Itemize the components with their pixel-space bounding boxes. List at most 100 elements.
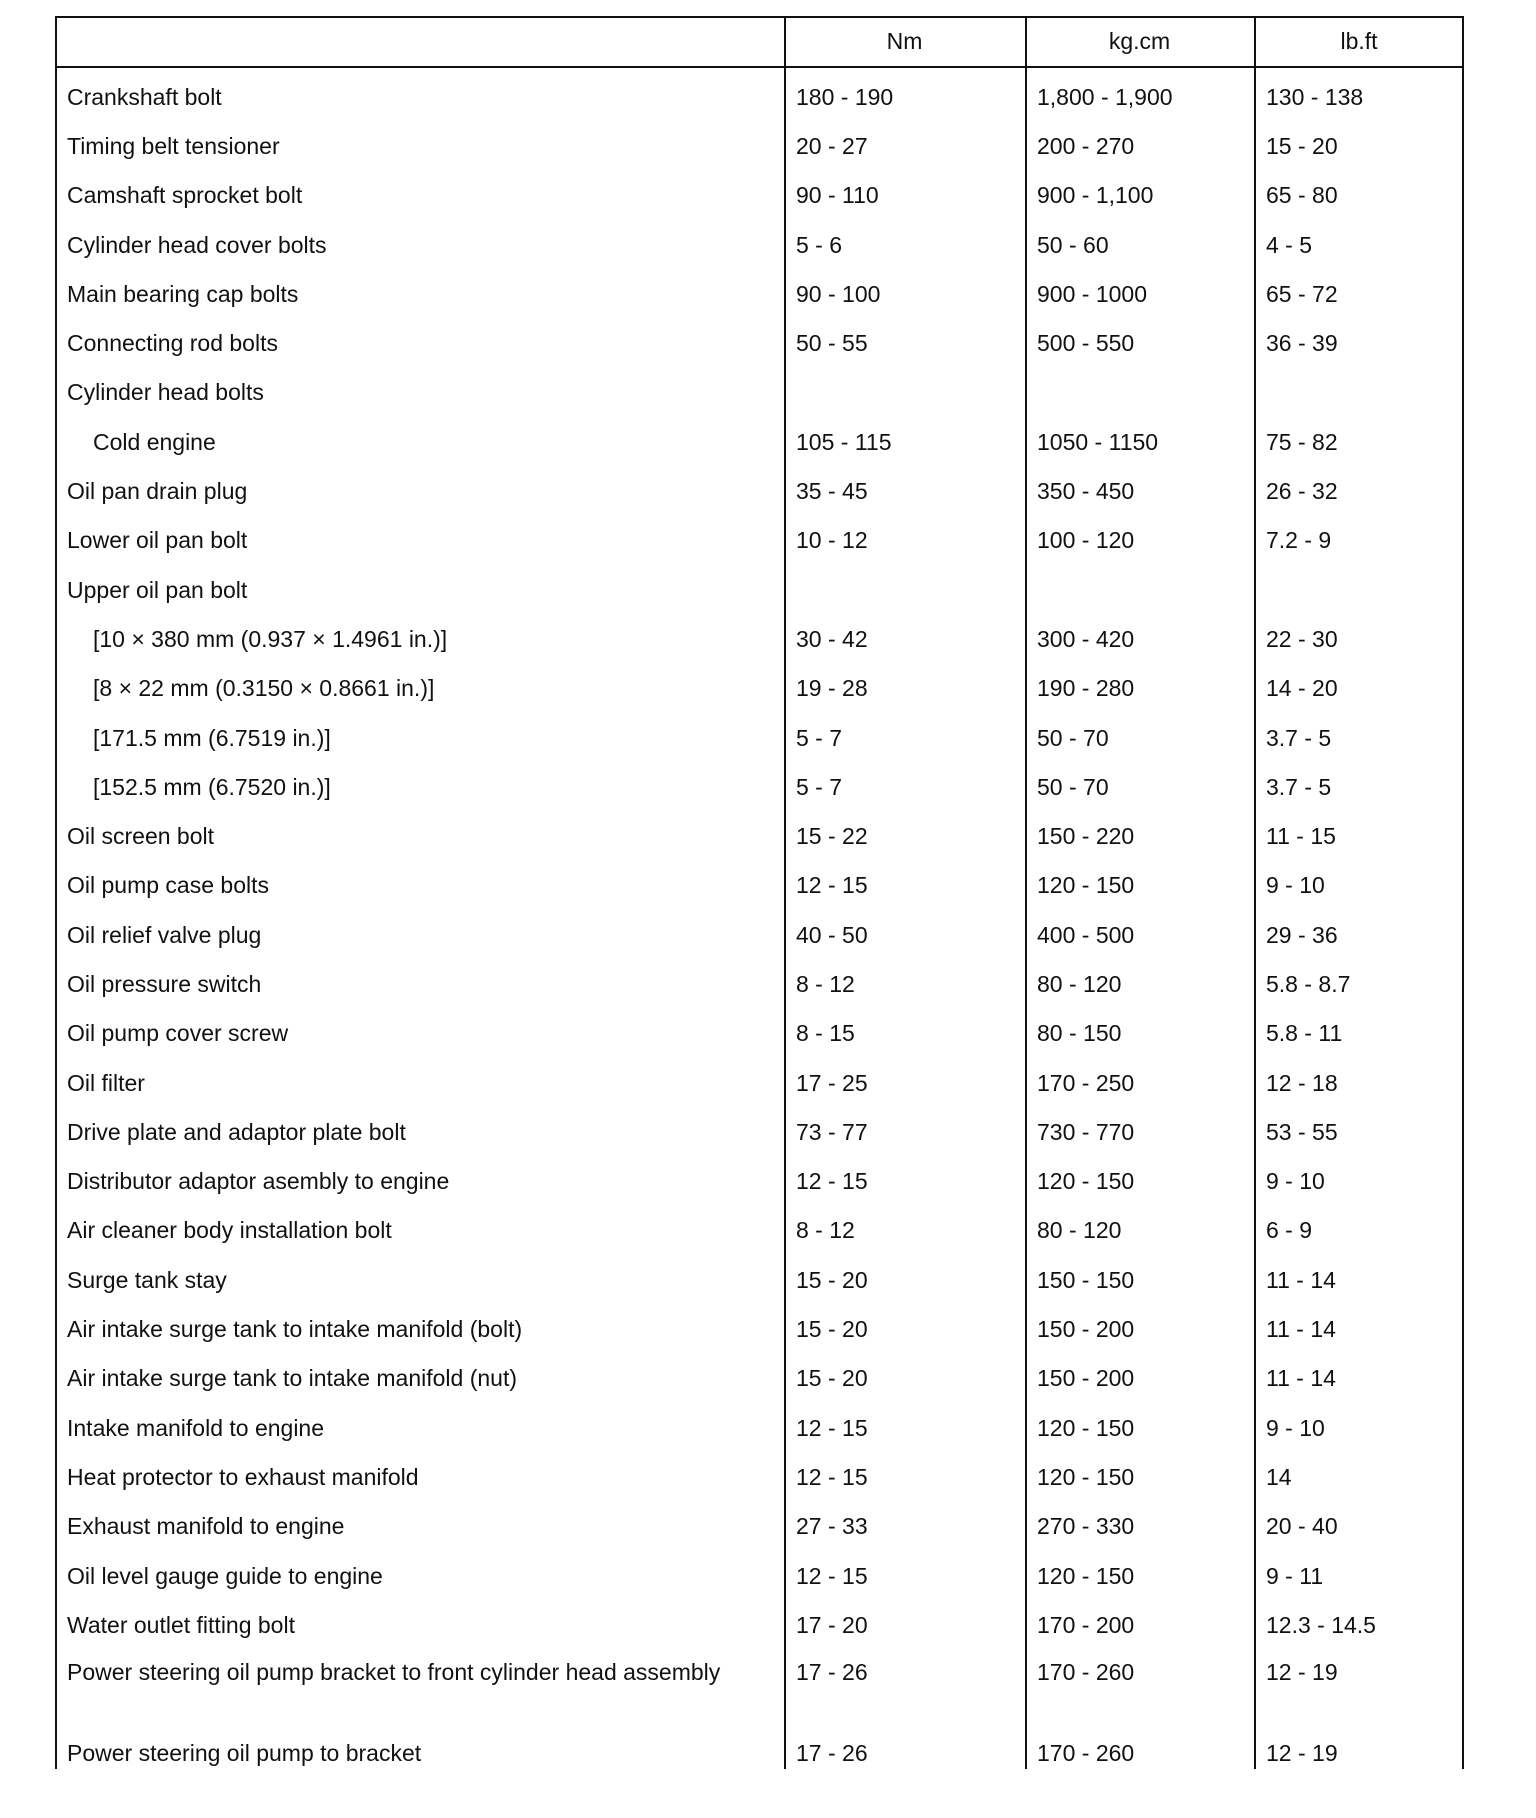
lbft-cell: 12 - 19 xyxy=(1266,1658,1338,1685)
item-cell: Drive plate and adaptor plate bolt xyxy=(67,1118,406,1145)
kgcm-cell: 50 - 70 xyxy=(1037,724,1109,751)
lbft-cell: 11 - 15 xyxy=(1266,823,1336,850)
lbft-cell: 75 - 82 xyxy=(1266,428,1338,455)
lbft-cell: 11 - 14 xyxy=(1266,1266,1336,1293)
nm-cell: 12 - 15 xyxy=(796,1414,868,1441)
lbft-cell: 130 - 138 xyxy=(1266,83,1364,110)
kgcm-cell: 270 - 330 xyxy=(1037,1513,1135,1540)
item-cell: Air cleaner body installation bolt xyxy=(67,1217,392,1244)
nm-cell: 20 - 27 xyxy=(796,132,868,159)
lbft-cell: 20 - 40 xyxy=(1266,1513,1338,1540)
kgcm-cell: 170 - 200 xyxy=(1037,1611,1135,1638)
item-cell: [8 × 22 mm (0.3150 × 0.8661 in.)] xyxy=(93,675,435,702)
item-cell: Upper oil pan bolt xyxy=(67,576,248,603)
item-cell: Oil pressure switch xyxy=(67,970,262,997)
nm-cell: 30 - 42 xyxy=(796,625,868,652)
item-cell: Oil level gauge guide to engine xyxy=(67,1562,383,1589)
item-cell: Lower oil pan bolt xyxy=(67,527,248,554)
nm-cell: 180 - 190 xyxy=(796,83,894,110)
table-row: Oil relief valve plug 40 - 50 400 - 500 29 … xyxy=(55,910,1464,959)
nm-cell: 90 - 110 xyxy=(796,182,879,209)
item-cell: Distributor adaptor asembly to engine xyxy=(67,1168,450,1195)
nm-cell: 12 - 15 xyxy=(796,1463,868,1490)
nm-cell: 35 - 45 xyxy=(796,478,868,505)
table-row: Crankshaft bolt 180 - 190 1,800 - 1,900 130… xyxy=(55,66,1464,121)
header-nm: Nm xyxy=(886,27,923,54)
lbft-cell: 5.8 - 8.7 xyxy=(1266,970,1351,997)
table-top-border xyxy=(55,16,1464,18)
nm-cell: 15 - 22 xyxy=(796,823,868,850)
table-row: Water outlet fitting bolt 17 - 20 170 - 20… xyxy=(55,1600,1464,1649)
lbft-cell: 12 - 18 xyxy=(1266,1069,1338,1096)
column-divider xyxy=(1254,16,1256,1769)
kgcm-cell: 730 - 770 xyxy=(1037,1118,1135,1145)
kgcm-cell: 120 - 150 xyxy=(1037,1414,1135,1441)
table-row: Oil pump cover screw 8 - 15 80 - 150 5.8 - … xyxy=(55,1009,1464,1058)
table-row: Air intake surge tank to intake manifold… xyxy=(55,1304,1464,1353)
nm-cell: 19 - 28 xyxy=(796,675,868,702)
nm-cell: 17 - 26 xyxy=(796,1658,868,1685)
kgcm-cell: 120 - 150 xyxy=(1037,1168,1135,1195)
header-row: Nm kg.cm lb.ft xyxy=(55,16,1464,66)
kgcm-cell: 120 - 150 xyxy=(1037,1463,1135,1490)
kgcm-cell: 120 - 150 xyxy=(1037,872,1135,899)
table-row: [171.5 mm (6.7519 in.)] 5 - 7 50 - 70 3.7 -… xyxy=(55,713,1464,762)
item-cell: [152.5 mm (6.7520 in.)] xyxy=(93,773,331,800)
table-row: Oil level gauge guide to engine 12 - 15 12… xyxy=(55,1551,1464,1600)
table-row: Lower oil pan bolt 10 - 12 100 - 120 7.2 - … xyxy=(55,516,1464,565)
item-cell: Heat protector to exhaust manifold xyxy=(67,1463,419,1490)
lbft-cell: 14 - 20 xyxy=(1266,675,1338,702)
column-divider xyxy=(1025,16,1027,1769)
header-kgcm: kg.cm xyxy=(1108,27,1171,54)
kgcm-cell: 200 - 270 xyxy=(1037,132,1135,159)
nm-cell: 8 - 12 xyxy=(796,1217,855,1244)
nm-cell: 8 - 15 xyxy=(796,1020,855,1047)
lbft-cell: 65 - 72 xyxy=(1266,280,1338,307)
nm-cell: 17 - 26 xyxy=(796,1740,868,1767)
kgcm-cell xyxy=(1025,368,1254,417)
kgcm-cell: 100 - 120 xyxy=(1037,527,1135,554)
table-row: Cold engine 105 - 115 1050 - 1150 75 - 82 xyxy=(55,417,1464,466)
nm-cell: 5 - 7 xyxy=(796,773,843,800)
lbft-cell: 9 - 10 xyxy=(1266,1168,1325,1195)
kgcm-cell: 80 - 120 xyxy=(1037,970,1122,997)
nm-cell: 15 - 20 xyxy=(796,1266,868,1293)
lbft-cell: 3.7 - 5 xyxy=(1266,724,1332,751)
kgcm-cell: 1,800 - 1,900 xyxy=(1037,83,1173,110)
nm-cell: 17 - 25 xyxy=(796,1069,868,1096)
item-cell: Main bearing cap bolts xyxy=(67,280,299,307)
table-row: Main bearing cap bolts 90 - 100 900 - 1000… xyxy=(55,269,1464,318)
kgcm-cell: 150 - 200 xyxy=(1037,1365,1135,1392)
kgcm-cell: 150 - 150 xyxy=(1037,1266,1135,1293)
nm-cell: 12 - 15 xyxy=(796,872,868,899)
lbft-cell: 9 - 11 xyxy=(1266,1562,1324,1589)
lbft-cell: 29 - 36 xyxy=(1266,921,1338,948)
item-cell: Crankshaft bolt xyxy=(67,83,222,110)
table-row: Connecting rod bolts 50 - 55 500 - 550 36 -… xyxy=(55,318,1464,367)
table-row: Distributor adaptor asembly to engine 12 … xyxy=(55,1157,1464,1206)
lbft-cell: 12.3 - 14.5 xyxy=(1266,1611,1376,1638)
nm-cell: 73 - 77 xyxy=(796,1118,868,1145)
table-row: [152.5 mm (6.7520 in.)] 5 - 7 50 - 70 3.7 -… xyxy=(55,762,1464,811)
column-divider xyxy=(55,16,57,1769)
item-cell: Cold engine xyxy=(93,428,216,455)
lbft-cell: 4 - 5 xyxy=(1266,231,1313,258)
table-row: Oil pump case bolts 12 - 15 120 - 150 9 - 1… xyxy=(55,861,1464,910)
lbft-cell: 14 xyxy=(1266,1463,1292,1490)
nm-cell: 17 - 20 xyxy=(796,1611,868,1638)
nm-cell: 5 - 7 xyxy=(796,724,843,751)
column-divider xyxy=(784,16,786,1769)
lbft-cell: 65 - 80 xyxy=(1266,182,1338,209)
nm-cell: 15 - 20 xyxy=(796,1316,868,1343)
nm-cell: 12 - 15 xyxy=(796,1562,868,1589)
header-divider xyxy=(55,66,1464,68)
kgcm-cell: 190 - 280 xyxy=(1037,675,1135,702)
item-cell: Timing belt tensioner xyxy=(67,132,280,159)
table-row: [10 × 380 mm (0.937 × 1.4961 in.)] 30 - 4… xyxy=(55,614,1464,663)
item-cell: Camshaft sprocket bolt xyxy=(67,182,303,209)
kgcm-cell: 1050 - 1150 xyxy=(1037,428,1159,455)
item-cell: Power steering oil pump to bracket xyxy=(67,1740,422,1767)
lbft-cell: 3.7 - 5 xyxy=(1266,773,1332,800)
item-cell: Surge tank stay xyxy=(67,1266,227,1293)
lbft-cell: 53 - 55 xyxy=(1266,1118,1338,1145)
